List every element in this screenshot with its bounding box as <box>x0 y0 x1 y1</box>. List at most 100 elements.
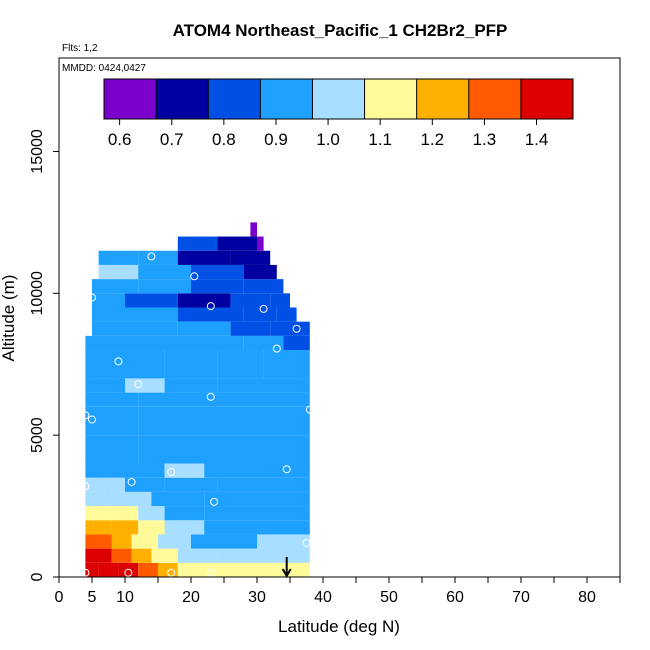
heatmap-cell <box>111 520 139 535</box>
colorbar-tick-label: 0.9 <box>264 130 288 149</box>
heatmap-cell <box>85 350 125 379</box>
heatmap-cell <box>158 534 191 549</box>
heatmap-cell <box>177 548 218 563</box>
heatmap-cell <box>191 406 257 436</box>
heatmap-cell <box>158 562 178 577</box>
sample-point <box>210 497 219 506</box>
heatmap-cell <box>217 548 257 563</box>
sample-point <box>88 293 96 302</box>
heatmap-cell <box>243 264 277 280</box>
colorbar-swatch <box>208 79 261 119</box>
heatmap-cell <box>125 335 191 351</box>
heatmap-cell <box>177 293 231 308</box>
heatmap-cell <box>92 293 125 308</box>
sample-point <box>292 324 301 333</box>
heatmap-cell <box>257 406 310 436</box>
sample-point <box>282 465 291 474</box>
heatmap-cell <box>217 236 257 251</box>
x-tick-label: 50 <box>380 589 398 606</box>
heatmap-cell <box>111 548 132 563</box>
heatmap-cell <box>111 506 139 521</box>
colorbar-swatch <box>520 79 573 119</box>
heatmap-cell <box>92 279 139 294</box>
heatmap-cell <box>98 250 139 265</box>
heatmap-cell <box>230 321 271 336</box>
heatmap-cell <box>98 264 139 280</box>
x-tick-label: 10 <box>116 589 134 606</box>
colorbar-swatch <box>156 79 209 119</box>
colorbar-tick-label: 0.6 <box>108 130 132 149</box>
colorbar-tick-label: 1.4 <box>525 130 549 149</box>
heatmap-cell <box>243 335 284 351</box>
heatmap-cell <box>191 264 244 280</box>
colorbar-tick-label: 1.3 <box>473 130 497 149</box>
sample-point <box>206 568 215 577</box>
x-axis-label: Latitude (deg N) <box>278 617 400 636</box>
colorbar-swatch <box>312 79 365 119</box>
heatmap-cell <box>85 491 112 507</box>
x-tick-label: 30 <box>248 589 266 606</box>
heatmap-cell <box>111 534 132 549</box>
x-tick-label: 80 <box>578 589 596 606</box>
x-tick-label: 5 <box>88 589 97 606</box>
heatmap-cell <box>257 491 310 507</box>
colorbar-tick-label: 1.2 <box>420 130 444 149</box>
y-axis: 0 5000 10000 15000 <box>29 129 59 581</box>
colorbar-swatch <box>416 79 469 119</box>
x-axis: 0 5 10 20 30 40 50 60 70 80 <box>55 577 621 606</box>
heatmap-cell <box>164 378 218 393</box>
colorbar-swatch <box>468 79 521 119</box>
heatmap-cell <box>138 264 191 280</box>
sample-point <box>259 304 268 313</box>
heatmap-cell <box>85 506 112 521</box>
heatmap-cell <box>98 562 119 577</box>
heatmap-cell <box>257 392 310 407</box>
heatmap-cell <box>257 435 310 464</box>
heatmap-cell <box>125 463 165 478</box>
heatmap-cell <box>191 435 257 464</box>
heatmap-cell <box>125 378 165 393</box>
colorbar-tick-label: 0.8 <box>212 130 236 149</box>
heatmap-cell <box>138 562 158 577</box>
heatmap-cell <box>125 477 165 492</box>
heatmap-cell <box>85 463 125 478</box>
heatmap-cell <box>131 534 158 549</box>
heatmap-cell <box>85 548 112 563</box>
heatmap-cell <box>204 506 257 521</box>
x-tick-label: 20 <box>182 589 200 606</box>
heatmap-cell <box>151 548 178 563</box>
heatmap-cell <box>270 321 310 336</box>
colorbar-tick-label: 0.7 <box>160 130 184 149</box>
heatmap-cell <box>85 392 139 407</box>
heatmap-cell <box>177 236 218 251</box>
sample-point <box>134 380 143 389</box>
heatmap-cell <box>263 350 310 379</box>
heatmap-cell <box>85 534 112 549</box>
sample-point <box>147 252 156 261</box>
heatmap-cell <box>151 491 205 507</box>
heatmap-cell <box>257 477 310 492</box>
chart-title: ATOM4 Northeast_Pacific_1 CH2Br2_PFP <box>173 21 508 40</box>
heatmap-cell <box>138 520 165 535</box>
y-tick-label: 0 <box>29 572 46 581</box>
colorbar-swatch <box>364 79 417 119</box>
heatmap-cell <box>204 520 257 535</box>
y-axis-label: Altitude (m) <box>0 275 18 362</box>
heatmap-cell <box>283 335 310 351</box>
sample-point <box>124 568 133 577</box>
plot-frame <box>58 57 621 578</box>
heatmap-cell <box>257 236 264 251</box>
heatmap-cell <box>111 491 152 507</box>
heatmap-cell <box>191 335 244 351</box>
heatmap-cell <box>164 477 218 492</box>
heatmap-cell <box>118 562 139 577</box>
sample-point <box>167 468 176 477</box>
sample-point <box>81 482 90 491</box>
sample-point <box>167 568 176 577</box>
heatmap-cell <box>177 562 218 577</box>
heatmap-cell <box>125 350 165 379</box>
sample-point <box>114 357 123 366</box>
heatmap-cell <box>177 321 231 336</box>
heatmap-cell <box>204 463 257 478</box>
heatmap-cell <box>270 293 290 308</box>
